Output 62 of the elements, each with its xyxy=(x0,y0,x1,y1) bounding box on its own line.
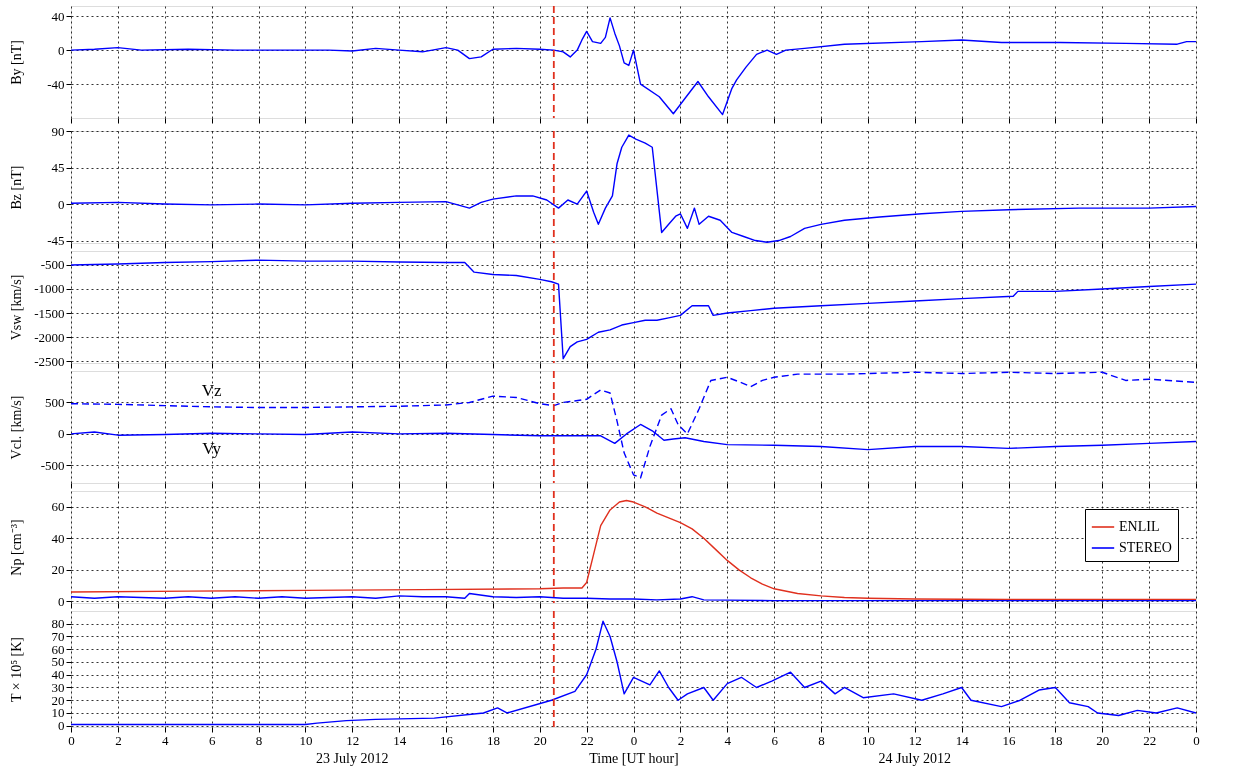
x-tick-label: 2 xyxy=(115,732,122,748)
y-tick-label: 10 xyxy=(51,705,65,721)
y-axis-title: By [nT] xyxy=(8,40,24,85)
x-tick-label: 12 xyxy=(908,732,922,748)
y-tick-label: -500 xyxy=(40,457,65,473)
y-axis-title: Vsw [km/s] xyxy=(8,274,24,341)
x-tick-label: 16 xyxy=(1002,732,1016,748)
x-tick-label: 4 xyxy=(162,732,169,748)
x-tick-label: 20 xyxy=(1096,732,1110,748)
x-tick-label: 18 xyxy=(1049,732,1063,748)
x-tick-label: 6 xyxy=(771,732,779,748)
x-tick-label: 10 xyxy=(861,732,875,748)
x-tick-label: 0 xyxy=(68,732,75,748)
y-axis-title: Np [cm⁻³] xyxy=(8,519,24,576)
y-tick-label: 60 xyxy=(51,499,65,515)
y-tick-label: 20 xyxy=(51,562,65,578)
x-tick-label: 12 xyxy=(346,732,360,748)
y-axis-title: Vcl. [km/s] xyxy=(8,395,24,460)
x-tick-label: 16 xyxy=(440,732,454,748)
series-label: Vz xyxy=(201,380,222,400)
y-tick-label: 0 xyxy=(58,196,65,212)
text: 24 July 2012 xyxy=(878,751,951,766)
y-axis-title: Bz [nT] xyxy=(8,165,24,210)
x-tick-label: 22 xyxy=(580,732,594,748)
x-tick-label: 8 xyxy=(818,732,825,748)
legend-label: ENLIL xyxy=(1119,519,1160,534)
x-tick-label: 8 xyxy=(255,732,263,748)
x-tick-label: 18 xyxy=(486,732,500,748)
x-axis-title: Time [UT hour] xyxy=(589,750,679,766)
y-tick-label: 90 xyxy=(51,123,65,139)
y-tick-label: 500 xyxy=(45,394,65,410)
y-tick-label: 60 xyxy=(51,641,65,657)
x-tick-label: 14 xyxy=(393,732,407,748)
x-tick-label: 0 xyxy=(1193,732,1200,748)
y-tick-label: 40 xyxy=(51,8,65,24)
y-tick-label: -45 xyxy=(47,233,65,249)
x-tick-label: 14 xyxy=(955,732,970,748)
legend-label: STEREO xyxy=(1119,540,1172,555)
y-tick-label: -1500 xyxy=(34,305,65,321)
x-tick-label: 20 xyxy=(533,732,547,748)
y-tick-label: -40 xyxy=(47,76,65,92)
y-tick-label: 40 xyxy=(51,530,65,546)
x-tick-label: 0 xyxy=(630,732,638,748)
x-tick-label: 22 xyxy=(1143,732,1157,748)
y-tick-label: -500 xyxy=(40,257,65,273)
y-tick-label: 20 xyxy=(51,692,65,708)
series-label: Vy xyxy=(202,439,222,459)
y-tick-label: 0 xyxy=(58,426,65,442)
x-tick-label: 2 xyxy=(677,732,685,748)
y-tick-label: 0 xyxy=(58,42,65,58)
y-tick-label: -2000 xyxy=(34,329,65,345)
y-tick-label: -2500 xyxy=(34,353,65,369)
y-tick-label: 0 xyxy=(58,593,65,609)
x-tick-label: 10 xyxy=(299,732,313,748)
y-tick-label: -1000 xyxy=(34,281,65,297)
y-tick-label: 45 xyxy=(51,160,65,176)
y-tick-label: 50 xyxy=(51,654,65,670)
x-tick-label: 6 xyxy=(208,732,216,748)
y-tick-label: 0 xyxy=(58,718,65,734)
x-tick-label: 4 xyxy=(724,732,732,748)
y-axis-title: T × 10⁵ [K] xyxy=(8,636,24,703)
text: 23 July 2012 xyxy=(316,751,389,766)
